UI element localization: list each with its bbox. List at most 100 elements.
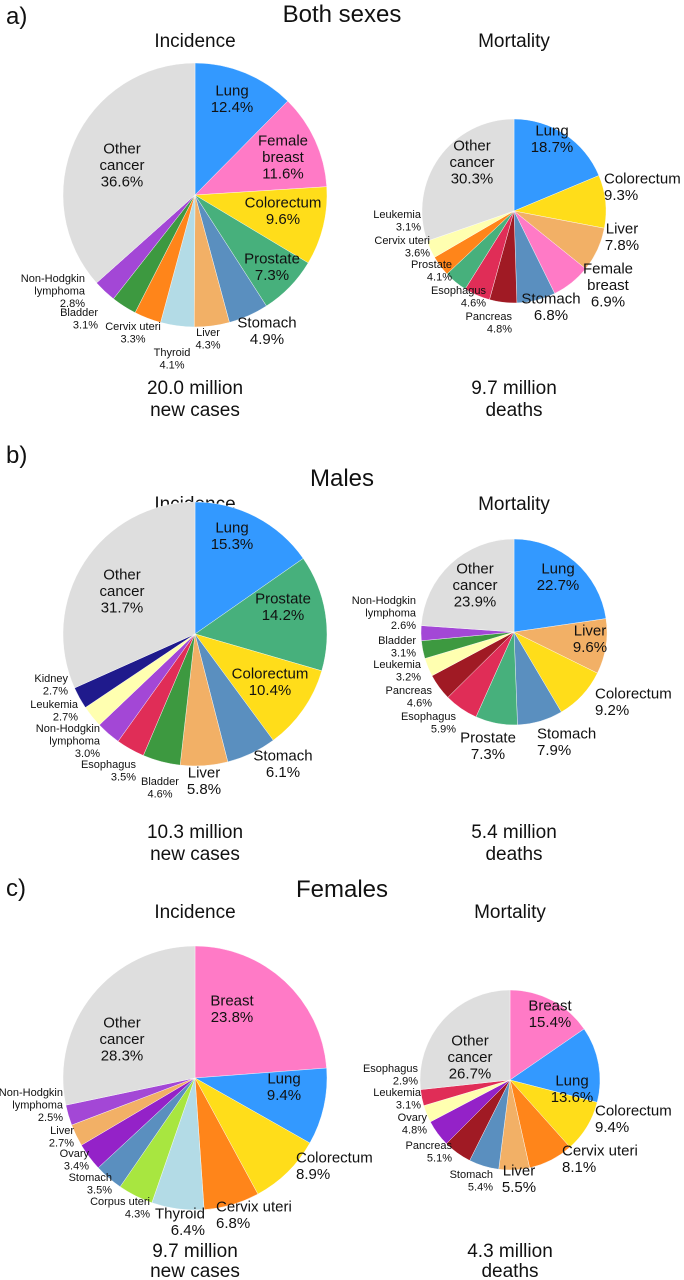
slice-label-stomach: Stomach 3.5% xyxy=(69,1172,113,1197)
panel-title-males: Males xyxy=(310,465,374,492)
slice-label-cervix-uteri: Cervix uteri 3.3% xyxy=(105,321,161,346)
slice-label-stomach: Stomach 5.4% xyxy=(450,1169,494,1194)
pie-title: Mortality xyxy=(478,31,550,52)
pie-slice-other-cancer xyxy=(62,945,196,1106)
pie-slice-lung xyxy=(513,118,600,212)
slice-label-colorectum: Colorectum 8.9% xyxy=(296,1149,373,1183)
panel-title-both-sexes: Both sexes xyxy=(283,1,402,28)
slice-label-colorectum: Colorectum 9.6% xyxy=(245,194,322,228)
slice-label-female-breast: Female breast 6.9% xyxy=(583,260,633,310)
slice-label-lung: Lung 13.6% xyxy=(551,1072,594,1106)
pie-title: Mortality xyxy=(478,494,550,515)
slice-label-non-hodgkin-lymphoma: Non-Hodgkin lymphoma 3.0% xyxy=(36,723,101,760)
pie-slice-lung xyxy=(194,501,304,635)
pie-total-label: 5.4 million xyxy=(471,822,557,843)
pie-title: Mortality xyxy=(474,902,546,923)
slice-label-other-cancer: Other cancer 26.7% xyxy=(447,1032,492,1082)
slice-label-cervix-uteri: Cervix uteri 3.6% xyxy=(374,235,430,260)
pie-slice-other-cancer xyxy=(421,118,515,242)
slice-label-leukemia: Leukemia 2.7% xyxy=(30,699,79,724)
slice-label-esophagus: Esophagus 5.9% xyxy=(401,711,457,736)
slice-label-liver: Liver 4.3% xyxy=(195,327,220,352)
slice-label-breast: Breast 23.8% xyxy=(210,992,254,1026)
slice-label-colorectum: Colorectum 9.3% xyxy=(604,170,681,204)
pie-slice-lung xyxy=(194,62,289,196)
slice-label-non-hodgkin-lymphoma: Non-Hodgkin lymphoma 2.8% xyxy=(21,273,86,310)
slice-label-liver: Liver 7.8% xyxy=(605,220,639,254)
slice-label-stomach: Stomach 6.8% xyxy=(521,290,580,324)
slice-label-cervix-uteri: Cervix uteri 8.1% xyxy=(562,1142,638,1176)
slice-label-colorectum: Colorectum 10.4% xyxy=(232,665,309,699)
slice-label-breast: Breast 15.4% xyxy=(528,997,572,1031)
pie-title: Incidence xyxy=(154,902,235,923)
pie-slice-other-cancer xyxy=(62,62,196,284)
slice-label-prostate: Prostate 7.3% xyxy=(244,250,300,284)
slice-label-female-breast: Female breast 11.6% xyxy=(258,132,308,182)
slice-label-pancreas: Pancreas 4.8% xyxy=(466,311,513,336)
panel-letter-a: a) xyxy=(6,3,27,30)
pie-slice-colorectum xyxy=(194,186,328,264)
slice-label-liver: Liver 5.5% xyxy=(502,1162,536,1196)
slice-label-lung: Lung 12.4% xyxy=(211,82,254,116)
slice-label-thyroid: Thyroid 6.4% xyxy=(155,1205,205,1239)
pie-total-label: deaths xyxy=(485,400,542,421)
pie-total-label: 9.7 million xyxy=(152,1241,238,1262)
slice-label-esophagus: Esophagus 4.6% xyxy=(431,285,487,310)
pie-slice-other-cancer xyxy=(419,989,511,1090)
slice-label-prostate: Prostate 7.3% xyxy=(460,729,516,763)
pie-slice-lung xyxy=(194,1067,328,1144)
pie-slice-colorectum xyxy=(194,633,323,741)
slice-label-prostate: Prostate 4.1% xyxy=(411,259,452,284)
pie-total-label: 9.7 million xyxy=(471,378,557,399)
slice-label-other-cancer: Other cancer 31.7% xyxy=(99,566,144,616)
pie-total-label: 4.3 million xyxy=(467,1241,553,1262)
slice-label-other-cancer: Other cancer 23.9% xyxy=(452,560,497,610)
slice-label-colorectum: Colorectum 9.4% xyxy=(595,1102,672,1136)
panel-title-females: Females xyxy=(296,876,388,903)
slice-label-liver: Liver 9.6% xyxy=(573,622,607,656)
pie-total-label: 10.3 million xyxy=(147,822,243,843)
slice-label-cervix-uteri: Cervix uteri 6.8% xyxy=(216,1198,292,1232)
slice-label-bladder: Bladder 4.6% xyxy=(141,776,179,801)
slice-label-esophagus: Esophagus 3.5% xyxy=(81,759,137,784)
slice-label-prostate: Prostate 14.2% xyxy=(255,590,311,624)
pie-slice-breast xyxy=(509,989,585,1081)
pie-total-label: new cases xyxy=(150,400,240,421)
pie-total-label: deaths xyxy=(481,1261,538,1280)
pie-slice-other-cancer xyxy=(421,538,515,633)
slice-label-pancreas: Pancreas 5.1% xyxy=(406,1140,453,1165)
slice-label-leukemia: Leukemia 3.1% xyxy=(373,209,422,234)
slice-label-leukemia: Leukemia 3.2% xyxy=(373,659,422,684)
slice-label-stomach: Stomach 6.1% xyxy=(253,747,312,781)
pie-slice-lung xyxy=(513,538,607,633)
pie-slice-breast xyxy=(194,945,327,1079)
panel-letter-c: c) xyxy=(6,875,26,902)
slice-label-pancreas: Pancreas 4.6% xyxy=(386,685,433,710)
slice-label-thyroid: Thyroid 4.1% xyxy=(154,347,191,372)
pie-slice-female-breast xyxy=(194,100,327,196)
slice-label-kidney: Kidney 2.7% xyxy=(34,673,68,698)
slice-label-colorectum: Colorectum 9.2% xyxy=(595,685,672,719)
slice-label-leukemia: Leukemia 3.1% xyxy=(373,1087,422,1112)
pie-total-label: new cases xyxy=(150,1261,240,1280)
pie-slice-other-cancer xyxy=(62,501,196,689)
slice-label-non-hodgkin-lymphoma: Non-Hodgkin lymphoma 2.5% xyxy=(0,1087,64,1124)
slice-label-non-hodgkin-lymphoma: Non-Hodgkin lymphoma 2.6% xyxy=(352,595,417,632)
slice-label-bladder: Bladder 3.1% xyxy=(378,635,416,660)
pie-total-label: deaths xyxy=(485,844,542,865)
pie-slice-lung xyxy=(509,1028,601,1103)
slice-label-lung: Lung 15.3% xyxy=(211,519,254,553)
slice-label-lung: Lung 9.4% xyxy=(267,1070,301,1104)
slice-label-bladder: Bladder 3.1% xyxy=(60,307,98,332)
slice-label-other-cancer: Other cancer 36.6% xyxy=(99,140,144,190)
slice-label-other-cancer: Other cancer 30.3% xyxy=(449,137,494,187)
slice-label-lung: Lung 22.7% xyxy=(537,560,580,594)
slice-label-stomach: Stomach 4.9% xyxy=(237,314,296,348)
slice-label-lung: Lung 18.7% xyxy=(531,122,574,156)
